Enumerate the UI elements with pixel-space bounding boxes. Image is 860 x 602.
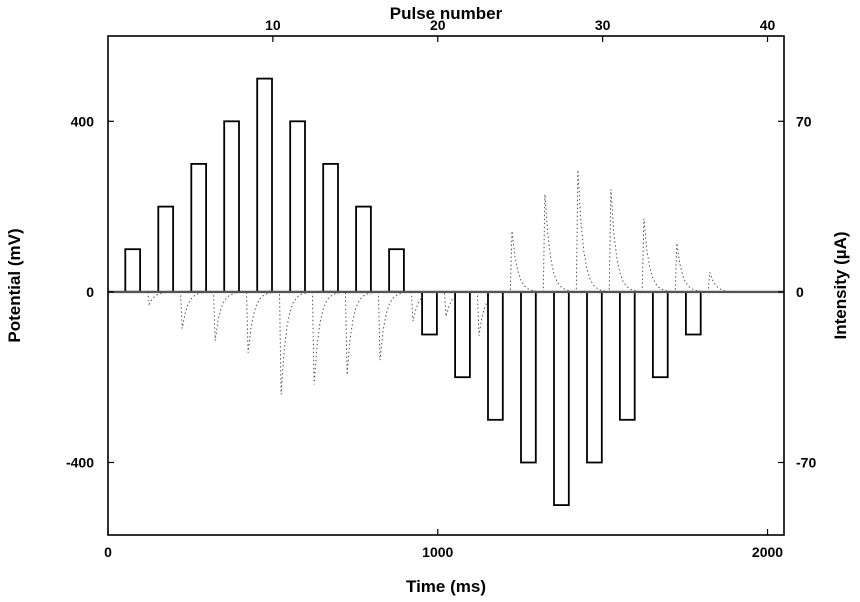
potential-bar: [652, 290, 669, 379]
potential-bar: [487, 290, 504, 421]
potential-bar: [520, 290, 537, 464]
left-axis-title: Potential (mV): [5, 228, 24, 342]
potential-bar: [124, 248, 142, 293]
right-axis-title: Intensity (µA): [831, 231, 850, 339]
plot-frame: [107, 35, 785, 536]
top-tick-label: 30: [595, 17, 611, 33]
potential-bar: [685, 290, 702, 336]
top-tick-label: 40: [760, 17, 776, 33]
right-tick-label: 0: [796, 284, 804, 300]
potential-bar: [289, 120, 306, 293]
left-tick-label: 400: [71, 113, 95, 129]
top-axis-title: Pulse number: [390, 4, 503, 23]
potential-bar: [421, 290, 438, 336]
top-tick-label: 10: [265, 17, 281, 33]
potential-bar: [586, 290, 603, 464]
potential-bar: [619, 290, 636, 421]
potential-bar: [256, 77, 273, 293]
bottom-axis-title: Time (ms): [406, 577, 486, 596]
bottom-tick-label: 0: [104, 544, 112, 560]
left-tick-label: 0: [86, 284, 94, 300]
potential-bar: [388, 248, 405, 293]
bottom-tick-label: 1000: [422, 544, 453, 560]
potential-bar: [223, 120, 240, 293]
top-tick-label: 20: [430, 17, 446, 33]
right-tick-label: -70: [796, 454, 816, 470]
bottom-tick-label: 2000: [752, 544, 783, 560]
left-tick-label: -400: [66, 454, 94, 470]
potential-bar: [322, 162, 339, 293]
right-tick-label: 70: [796, 113, 812, 129]
potential-bar: [157, 205, 175, 293]
potential-bar: [190, 162, 208, 293]
potential-bar: [355, 205, 372, 293]
potential-bar-group: [124, 77, 702, 506]
tick-group: 0 1000 2000 10 20 30 40 -400 0 400 -70 0 70: [66, 17, 816, 560]
potential-bar: [454, 290, 471, 379]
potential-bar: [553, 290, 570, 506]
